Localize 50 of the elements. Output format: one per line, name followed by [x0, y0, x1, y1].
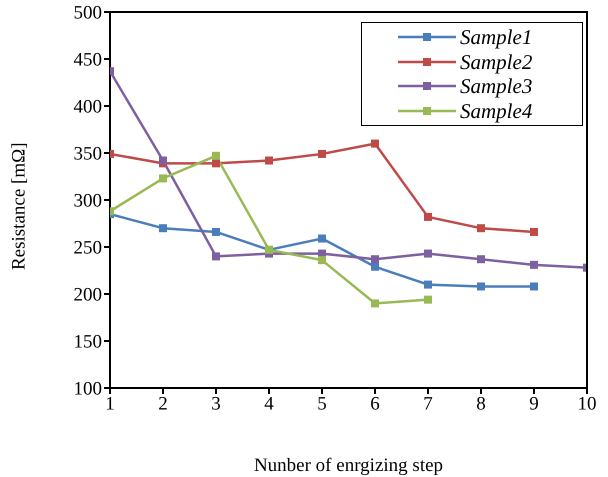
point — [424, 280, 432, 289]
point — [371, 299, 379, 308]
legend-label: Sample4 — [460, 98, 532, 123]
point — [530, 282, 538, 290]
point — [477, 224, 485, 232]
x-tick-label: 4 — [264, 393, 274, 414]
x-tick-label: 8 — [476, 393, 486, 414]
point — [159, 224, 167, 232]
point — [424, 250, 432, 258]
x-tick-label: 3 — [211, 393, 221, 414]
point — [371, 255, 379, 264]
point — [371, 140, 379, 148]
y-tick-label: 350 — [74, 144, 102, 165]
y-tick-label: 200 — [74, 284, 102, 306]
point — [159, 156, 167, 165]
x-tick-label: 5 — [317, 393, 327, 414]
point — [265, 156, 273, 165]
point — [424, 296, 432, 304]
x-tick-label: 9 — [529, 393, 539, 414]
point — [212, 159, 220, 168]
point — [212, 252, 220, 260]
y-tick-label: 450 — [74, 50, 102, 71]
y-tick-label: 400 — [74, 96, 102, 118]
x-tick-label: 10 — [578, 393, 596, 414]
legend-label: Sample1 — [460, 25, 532, 50]
y-tick-label: 300 — [74, 190, 102, 212]
x-tick-label: 7 — [423, 393, 433, 414]
x-tick-label: 1 — [105, 393, 115, 414]
point — [530, 260, 538, 269]
point — [159, 174, 167, 182]
x-tick-label: 6 — [370, 393, 380, 414]
point — [318, 234, 326, 243]
y-tick-label: 100 — [74, 378, 102, 400]
point — [371, 262, 379, 271]
point — [424, 212, 432, 221]
y-tick-label: 150 — [74, 332, 102, 353]
point — [318, 256, 326, 264]
legend-label: Sample2 — [460, 50, 532, 74]
y-axis-title: Resistance [mΩ] — [8, 142, 30, 270]
point — [477, 255, 485, 264]
point — [530, 228, 538, 236]
y-tick-label: 250 — [74, 238, 102, 259]
y-tick-label: 500 — [74, 2, 102, 24]
point — [318, 150, 326, 158]
x-axis-title: Nunber of enrgizing step — [254, 455, 444, 476]
legend-label: Sample3 — [460, 74, 532, 98]
x-tick-label: 2 — [158, 393, 168, 414]
point — [212, 152, 220, 160]
point — [477, 282, 485, 290]
point — [212, 228, 220, 236]
